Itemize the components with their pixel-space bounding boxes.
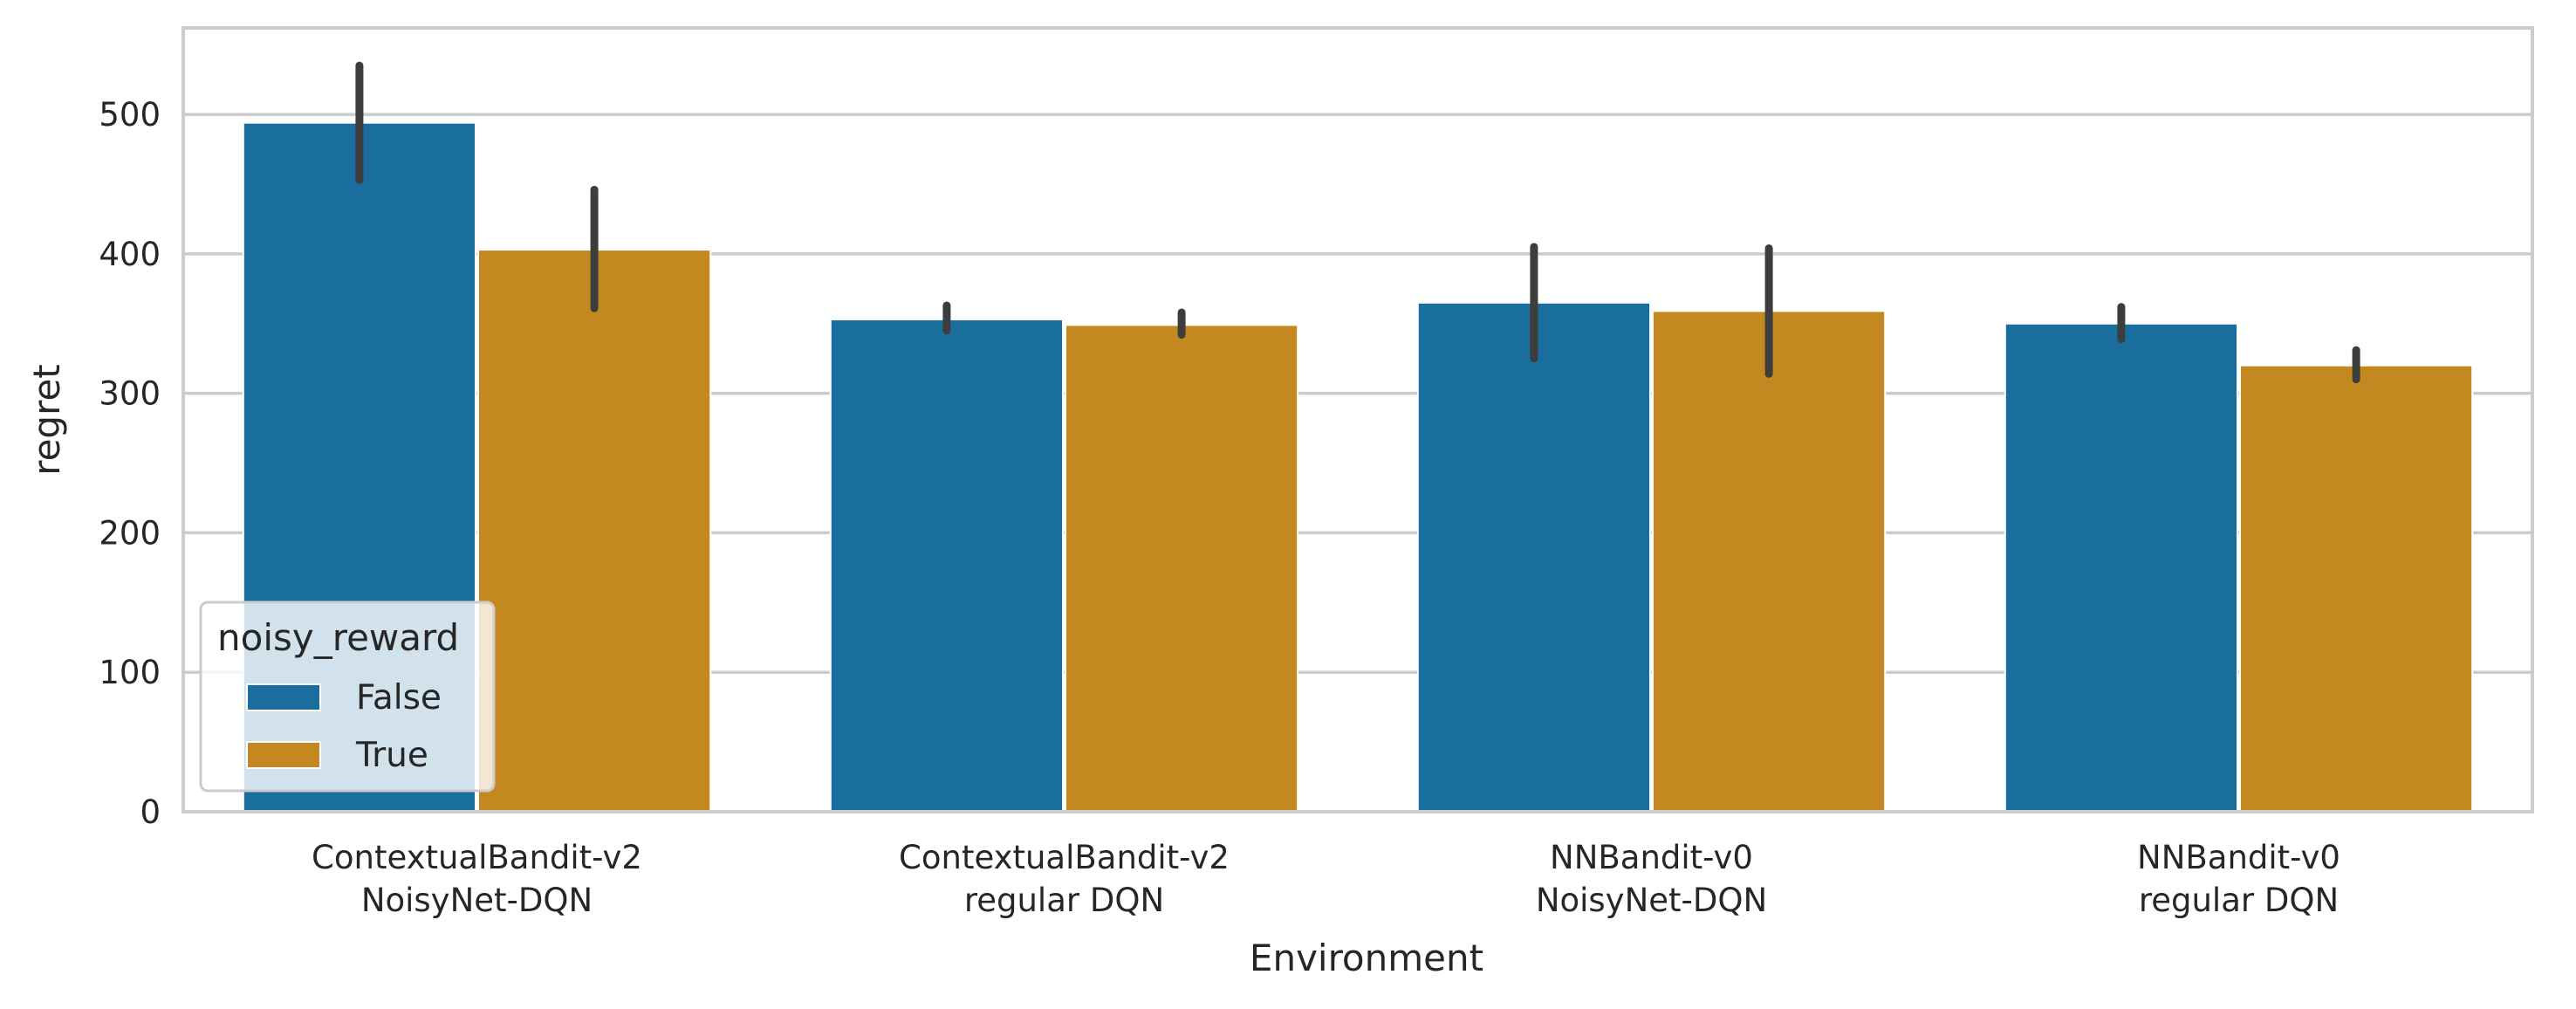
y-tick-label: 500	[99, 96, 161, 134]
bar-false-1	[829, 318, 1064, 813]
x-tick-label: ContextualBandit-v2	[899, 839, 1230, 876]
plot-frame	[182, 26, 2534, 813]
x-tick-label: NNBandit-v0	[1550, 839, 1753, 876]
legend-label-true: True	[355, 736, 428, 775]
x-tick-label: regular DQN	[2139, 882, 2339, 919]
x-axis-title: Environment	[1250, 937, 1483, 979]
bar-false-2	[1416, 301, 1652, 813]
x-tick-labels: ContextualBandit-v2 NoisyNet-DQN Contextua…	[312, 839, 2340, 919]
x-tick-label: NNBandit-v0	[2137, 839, 2340, 876]
legend-swatch-false	[246, 683, 321, 711]
x-tick-label: regular DQN	[964, 882, 1164, 919]
bar-true-3	[2239, 364, 2474, 813]
y-tick-label: 200	[99, 514, 161, 552]
error-bars	[355, 61, 2360, 384]
bar-true-2	[1652, 310, 1887, 813]
legend-title: noisy_reward	[217, 616, 459, 659]
legend: noisy_reward False True	[199, 601, 496, 793]
y-tick-label: 300	[99, 375, 161, 413]
bars	[242, 121, 2474, 813]
y-tick-labels: 0 100 200 300 400 500	[99, 96, 161, 831]
bar-true-1	[1065, 324, 1299, 813]
y-tick-label: 100	[99, 654, 161, 691]
legend-swatch-true	[246, 741, 321, 769]
x-tick-label: ContextualBandit-v2	[312, 839, 642, 876]
y-axis-title: regret	[25, 364, 68, 476]
x-tick-label: NoisyNet-DQN	[361, 882, 593, 919]
x-tick-label: NoisyNet-DQN	[1536, 882, 1767, 919]
bar-true-0	[477, 249, 712, 813]
y-tick-label: 0	[140, 793, 161, 831]
legend-label-false: False	[356, 678, 442, 717]
y-tick-label: 400	[99, 236, 161, 273]
bar-false-3	[2004, 322, 2239, 813]
